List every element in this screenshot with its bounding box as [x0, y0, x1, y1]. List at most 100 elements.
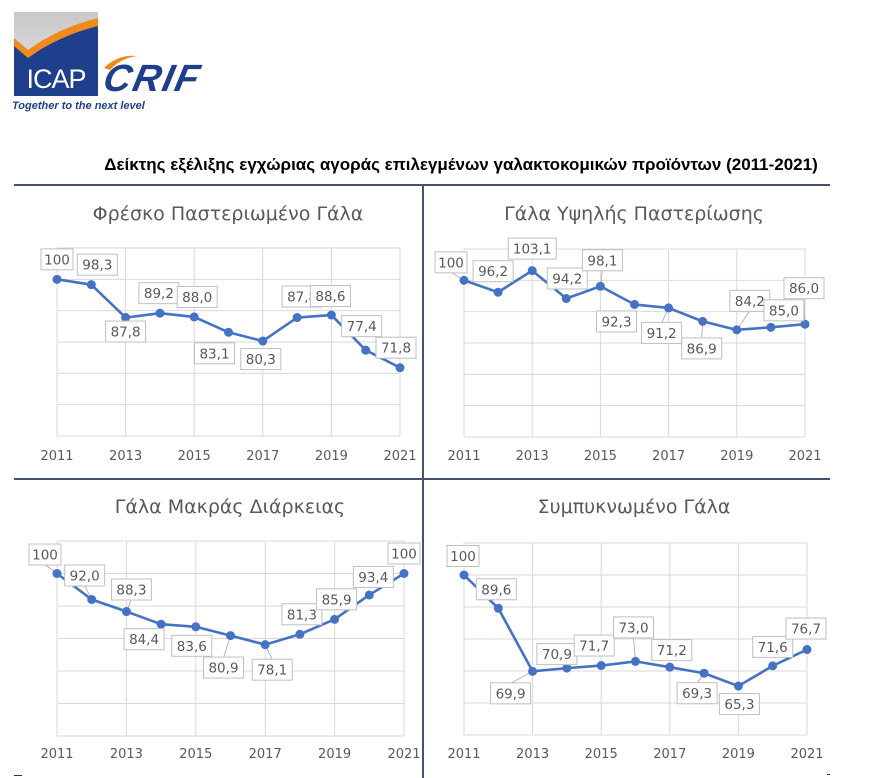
data-point: [596, 661, 606, 671]
data-point: [87, 595, 97, 604]
data-point: [395, 363, 405, 373]
data-point: [191, 622, 201, 632]
data-label-box: [752, 635, 794, 658]
data-label-text: 94,2: [552, 272, 582, 288]
data-point: [86, 280, 96, 290]
chart-title-fresh-milk: Φρέσκο Παστεριωμένο Γάλα: [92, 203, 364, 225]
chart-title-long-life-milk: Γάλα Μακράς Διάρκειας: [114, 496, 346, 518]
data-label-box: [105, 320, 147, 343]
x-tick-label: 2021: [387, 747, 420, 762]
data-label-box: [490, 682, 532, 705]
data-label-text: 69,3: [682, 686, 712, 702]
data-label-text: 71,2: [657, 643, 687, 659]
data-label-box: [387, 542, 421, 565]
logo-tagline: Together to the next level: [12, 100, 145, 112]
data-label-text: 85,0: [769, 303, 799, 319]
data-label: 86,9: [681, 337, 723, 360]
data-label: 88,0: [176, 285, 218, 308]
x-tick-label: 2011: [40, 747, 73, 762]
data-label-box: [676, 682, 718, 705]
data-label-text: 100: [44, 252, 70, 268]
data-point: [664, 303, 674, 313]
data-label: 71,2: [651, 639, 693, 662]
data-label-box: [176, 285, 218, 308]
data-point: [52, 569, 62, 578]
data-label: 89,2: [138, 282, 180, 305]
data-label: 70,9: [536, 643, 578, 666]
data-label: 80,3: [240, 348, 282, 371]
data-label-text: 86,0: [789, 281, 819, 297]
data-label-text: 71,6: [758, 640, 788, 656]
data-point: [155, 308, 165, 318]
data-point: [733, 681, 743, 691]
x-tick-label: 2017: [249, 747, 282, 762]
data-point: [459, 570, 469, 580]
data-label: 76,7: [785, 617, 827, 640]
data-point: [224, 327, 233, 337]
x-tick-label: 2013: [110, 747, 143, 762]
x-tick-label: 2013: [109, 449, 142, 464]
data-point: [189, 312, 199, 322]
data-label: 65,3: [718, 693, 760, 716]
data-label-text: 98,1: [587, 253, 617, 269]
data-label-text: 103,1: [513, 242, 552, 258]
data-label-box: [28, 543, 62, 566]
x-tick-label: 2019: [315, 449, 348, 464]
data-label-box: [785, 617, 827, 640]
data-label-box: [194, 342, 235, 365]
data-label-text: 73,0: [618, 620, 648, 636]
data-label-text: 80,3: [246, 352, 276, 368]
data-label-box: [783, 277, 825, 300]
data-label-box: [446, 545, 480, 567]
x-tick-label: 2019: [318, 747, 351, 762]
x-tick-label: 2015: [178, 449, 211, 464]
data-label-text: 96,2: [478, 264, 508, 280]
data-point: [630, 299, 639, 309]
data-label: 94,2: [546, 267, 588, 290]
data-label: 71,6: [752, 635, 794, 658]
data-label-box: [76, 253, 118, 276]
data-point: [631, 656, 640, 666]
data-label: 88,6: [309, 285, 351, 308]
data-label-text: 76,7: [791, 622, 821, 638]
data-label-box: [546, 267, 588, 290]
data-label-text: 83,1: [199, 346, 229, 362]
data-label: 78,1: [251, 658, 293, 681]
data-label-text: 88,0: [182, 290, 212, 306]
data-point: [665, 662, 675, 672]
data-label: 92,0: [64, 564, 106, 587]
x-tick-label: 2011: [40, 449, 73, 464]
data-label-box: [507, 237, 557, 260]
data-label-text: 87,8: [287, 290, 317, 306]
data-label: 103,1: [507, 237, 557, 260]
x-tick-label: 2017: [653, 747, 686, 762]
data-label-text: 86,9: [687, 341, 717, 357]
data-label: 71,7: [573, 634, 615, 657]
data-label-text: 98,3: [82, 258, 112, 274]
data-label: 83,1: [194, 342, 235, 365]
data-label-text: 81,3: [287, 607, 317, 623]
data-label-box: [40, 248, 74, 271]
data-label-box: [718, 693, 760, 716]
data-label-text: 92,3: [601, 314, 631, 330]
data-point: [698, 316, 708, 326]
data-point: [493, 287, 503, 297]
x-tick-label: 2015: [585, 747, 618, 762]
data-label-text: 83,6: [177, 639, 207, 655]
data-point: [802, 645, 812, 655]
data-label-box: [240, 348, 282, 371]
data-label-text: 89,2: [144, 286, 174, 302]
data-label-text: 80,9: [208, 661, 238, 677]
data-point: [156, 619, 166, 629]
data-label-box: [434, 251, 468, 274]
data-point: [258, 336, 268, 346]
data-label-text: 100: [391, 547, 417, 563]
data-label-box: [309, 285, 351, 308]
data-label: 81,3: [281, 603, 323, 626]
data-label-text: 69,9: [496, 686, 526, 702]
data-point: [260, 640, 270, 650]
data-point: [699, 668, 709, 678]
data-label-box: [110, 578, 152, 601]
chart-uht-milk: 2011 2013 2015 2017 2019 2021 100 96,2 103,194,2…: [434, 237, 825, 464]
data-label-text: 84,2: [735, 294, 765, 310]
